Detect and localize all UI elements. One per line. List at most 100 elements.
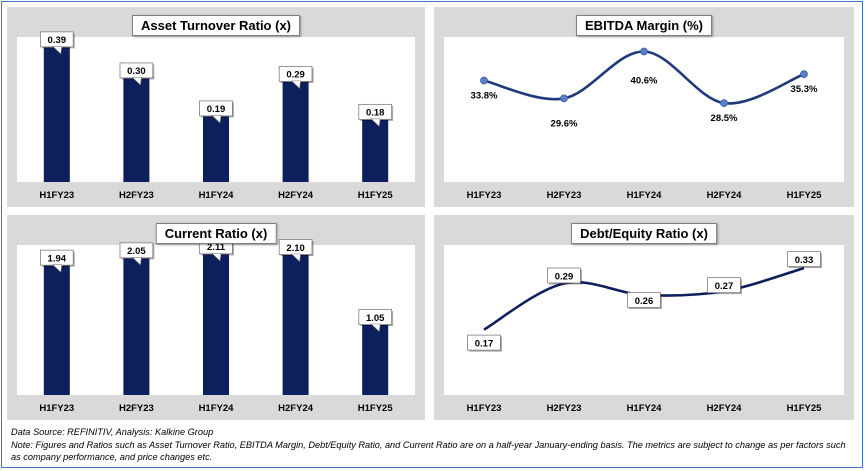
data-label: 0.30 [119,62,155,86]
x-tick-label: H1FY24 [627,190,663,201]
x-tick-label: H1FY25 [358,403,394,414]
x-tick-label: H1FY25 [787,190,823,201]
bar-h2fy24 [282,255,309,395]
bar-h2fy23 [123,78,150,182]
data-label-text: 0.19 [207,104,226,115]
data-label: 0.29 [278,65,314,89]
data-label-text: 1.94 [48,253,67,264]
data-label: 40.6% [631,76,658,87]
x-tick-label: H1FY25 [358,190,394,201]
data-label: 2.10 [278,239,314,263]
ebitda-margin-chart: 33.8% H1FY23 29.6% H2FY23 40.6% H1FY24 28.5% H2… [434,7,854,207]
data-label-text: 0.30 [127,66,146,77]
x-tick-label: H2FY23 [119,403,154,414]
bar-h2fy24 [282,81,309,182]
bar-h1fy24 [203,254,229,395]
x-tick-label: H2FY23 [547,403,582,414]
data-label-text: 0.18 [366,108,385,119]
bar-h1fy24 [203,116,229,182]
data-label-pointer [290,253,301,263]
data-point [560,94,568,103]
data-label-text: 2.11 [207,242,226,253]
data-label-box [787,251,821,267]
ebitda-margin-plot: 33.8% H1FY23 29.6% H2FY23 40.6% H1FY24 28.5% H2… [444,37,844,201]
data-label-pointer [52,46,63,55]
current-ratio-title: Current Ratio (x) [155,223,277,244]
data-label: 0.33 [787,251,822,269]
data-label-text: 0.33 [795,255,814,266]
data-label-pointer [131,77,142,86]
data-point [800,70,808,79]
data-label: 1.94 [40,249,75,273]
data-label: 0.39 [40,31,75,55]
asset-turnover-chart: H1FY23 0.39 H2FY23 0.30 H1FY24 0.19 H2FY24 0.29… [7,7,425,207]
x-tick-label: H2FY23 [547,190,582,201]
ebitda-margin-title: EBITDA Margin (%) [576,15,712,36]
bar-h1fy25 [362,325,389,395]
plot-area [444,245,844,395]
data-source-text: Data Source: REFINITIV, Analysis: Kalkin… [11,427,214,437]
data-label-pointer [370,118,381,127]
data-label-text: 0.27 [715,281,734,292]
data-label-text: 2.05 [127,246,146,257]
data-label-box [467,334,501,351]
bar-h1fy25 [362,119,389,182]
note-text: Note: Figures and Ratios such as Asset T… [11,439,846,463]
data-label-text: 0.29 [555,271,574,282]
data-label-pointer [211,115,222,124]
debt-equity-chart: 0.17 H1FY23 0.29 H2FY23 0.26 H1FY24 0.27 H2FY24… [434,215,854,420]
x-tick-label: H2FY24 [707,190,743,201]
data-point [480,76,488,85]
x-tick-label: H1FY23 [39,403,74,414]
asset-turnover-title: Asset Turnover Ratio (x) [131,15,301,36]
x-tick-label: H1FY24 [199,190,235,201]
data-label: 0.19 [199,100,234,124]
data-label-text: 0.39 [48,35,67,46]
x-tick-label: H1FY23 [467,403,502,414]
data-label: 0.18 [358,103,394,127]
data-label-pointer [370,323,381,333]
data-label-text: 0.26 [635,296,654,307]
data-label-box [627,292,661,308]
data-label: 0.27 [707,277,742,295]
data-label-pointer [211,253,222,262]
data-point [720,99,728,108]
x-tick-label: H2FY24 [707,403,743,414]
data-label-text: 0.17 [475,338,494,349]
x-tick-label: H1FY25 [787,403,823,414]
x-tick-label: H2FY23 [119,190,154,201]
data-point [640,47,648,56]
data-label-text: 0.29 [286,70,305,81]
bar-h2fy23 [123,258,150,395]
x-tick-label: H2FY24 [278,190,314,201]
debt-equity-plot: 0.17 H1FY23 0.29 H2FY23 0.26 H1FY24 0.27 H2FY24… [444,245,844,414]
x-tick-label: H1FY23 [39,190,74,201]
bar-h1fy23 [43,47,70,182]
data-label: 29.6% [551,118,578,129]
data-label-pointer [52,264,63,273]
current-ratio-chart: H1FY23 1.94 H2FY23 2.05 H1FY24 2.11 H2FY24 2.10… [7,215,425,420]
data-label-text: 2.10 [286,243,305,254]
asset-turnover-plot: H1FY23 0.39 H2FY23 0.30 H1FY24 0.19 H2FY24 0.29… [17,31,415,201]
data-label: 35.3% [791,84,818,95]
data-label: 0.26 [627,292,662,309]
data-label: 0.29 [547,267,582,285]
data-label: 33.8% [471,91,498,102]
data-label-pointer [290,80,301,89]
data-label: 2.05 [119,242,155,266]
x-tick-label: H1FY24 [199,403,235,414]
current-ratio-plot: H1FY23 1.94 H2FY23 2.05 H1FY24 2.11 H2FY24 2.10… [17,238,415,414]
plot-area [444,37,844,182]
data-label-box [547,267,581,284]
data-label-box [707,277,741,294]
footer-notes: Data Source: REFINITIV, Analysis: Kalkin… [11,426,856,464]
data-label: 1.05 [358,309,394,333]
x-tick-label: H1FY23 [467,190,502,201]
x-tick-label: H2FY24 [278,403,314,414]
x-tick-label: H1FY24 [627,403,663,414]
data-label: 28.5% [711,113,738,124]
data-label-text: 1.05 [366,313,385,324]
data-label: 0.17 [467,334,502,352]
bar-h1fy23 [43,265,70,395]
